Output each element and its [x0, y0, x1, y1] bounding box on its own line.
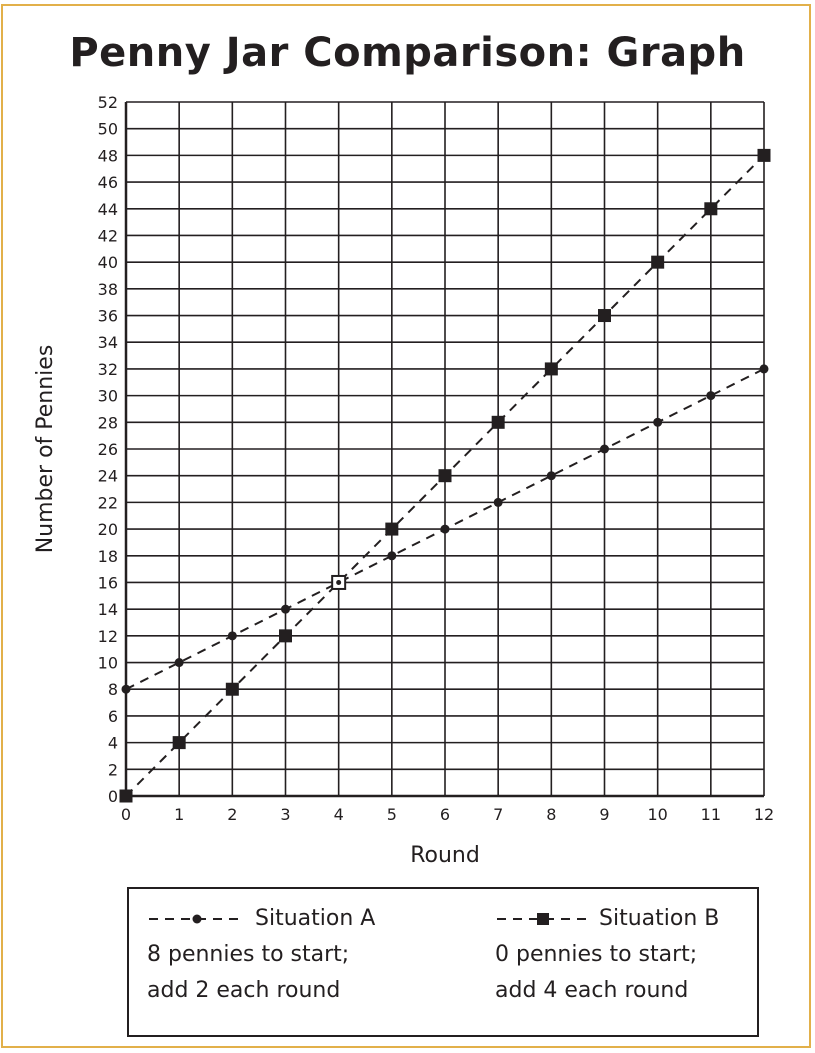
series-b-point [651, 255, 665, 269]
x-tick-label: 12 [754, 805, 774, 824]
y-tick-label: 32 [98, 360, 118, 379]
y-tick-label: 20 [98, 520, 118, 539]
dashed-circle-marker-icon [149, 914, 245, 924]
y-tick-label: 48 [98, 146, 118, 165]
y-tick-label: 46 [98, 173, 118, 192]
figure-frame [1, 4, 811, 1048]
y-tick-label: 52 [98, 93, 118, 112]
series-a-point [440, 524, 450, 534]
series-a-point [653, 417, 663, 427]
series-a-point [706, 391, 716, 401]
x-tick-label: 11 [701, 805, 721, 824]
y-tick-label: 38 [98, 280, 118, 299]
y-tick-label: 4 [108, 734, 118, 753]
x-tick-label: 2 [227, 805, 237, 824]
series-b-point [491, 415, 505, 429]
legend-b-line1: 0 pennies to start; [495, 942, 698, 967]
legend-a-line2: add 2 each round [147, 978, 341, 1003]
y-tick-label: 34 [98, 333, 118, 352]
x-tick-label: 1 [174, 805, 184, 824]
series-b-point [119, 789, 133, 803]
y-tick-label: 36 [98, 307, 118, 326]
x-axis-label: Round [410, 843, 480, 868]
series-a-point [281, 604, 290, 614]
series-b-point [172, 736, 186, 750]
y-tick-label: 24 [98, 467, 118, 486]
y-tick-label: 44 [98, 200, 118, 219]
legend-situation-b: Situation B 0 pennies to start; add 4 ea… [495, 901, 719, 1009]
series-a-point [493, 497, 503, 507]
y-tick-label: 30 [98, 387, 118, 406]
y-tick-label: 42 [98, 226, 118, 245]
x-tick-label: 4 [334, 805, 344, 824]
series-a-point [387, 551, 397, 561]
series-b-point [385, 522, 399, 536]
series-a-point [546, 471, 556, 481]
y-tick-label: 22 [98, 493, 118, 512]
series-b-point [757, 148, 771, 162]
y-tick-label: 0 [108, 787, 118, 806]
legend-situation-a: Situation A 8 pennies to start; add 2 ea… [147, 901, 375, 1009]
legend-b-name: Situation B [599, 906, 720, 931]
y-tick-label: 26 [98, 440, 118, 459]
y-tick-label: 6 [108, 707, 118, 726]
y-axis-label: Number of Pennies [33, 345, 58, 554]
y-tick-label: 16 [98, 573, 118, 592]
series-a-point [174, 658, 184, 668]
legend-a-line1: 8 pennies to start; [147, 942, 350, 967]
x-tick-label: 3 [280, 805, 290, 824]
series-b-point [438, 469, 452, 483]
y-tick-label: 18 [98, 547, 118, 566]
dashed-square-marker-icon [497, 913, 589, 925]
intersection-point-center [336, 579, 342, 585]
y-tick-label: 10 [98, 654, 118, 673]
series-a-point [227, 631, 237, 641]
legend: Situation A 8 pennies to start; add 2 ea… [127, 887, 759, 1037]
series-b-point [279, 629, 292, 643]
x-tick-label: 8 [546, 805, 556, 824]
legend-a-name: Situation A [255, 906, 376, 931]
x-tick-label: 6 [440, 805, 450, 824]
series-b-point [544, 362, 558, 376]
x-tick-label: 9 [599, 805, 609, 824]
y-tick-label: 12 [98, 627, 118, 646]
y-tick-label: 50 [98, 120, 118, 139]
line-chart: 0 1 2 3 4 5 6 7 8 9 10 11 12024681012141618202224262… [33, 93, 774, 868]
y-tick-label: 28 [98, 413, 118, 432]
legend-b-line2: add 4 each round [495, 978, 689, 1003]
series-b-point [598, 309, 611, 323]
y-tick-label: 2 [108, 760, 118, 779]
series-a-point [600, 444, 609, 454]
x-tick-label: 0 [121, 805, 131, 824]
y-tick-label: 14 [98, 600, 118, 619]
series-b-point [704, 202, 718, 216]
y-tick-label: 40 [98, 253, 118, 272]
y-tick-label: 8 [108, 680, 118, 699]
chart-title: Penny Jar Comparison: Graph [69, 30, 746, 76]
x-tick-label: 10 [647, 805, 667, 824]
x-tick-label: 5 [387, 805, 397, 824]
x-tick-label: 7 [493, 805, 503, 824]
series-b-point [225, 682, 239, 696]
series-a-point [759, 364, 769, 374]
series-a-point [121, 684, 131, 694]
